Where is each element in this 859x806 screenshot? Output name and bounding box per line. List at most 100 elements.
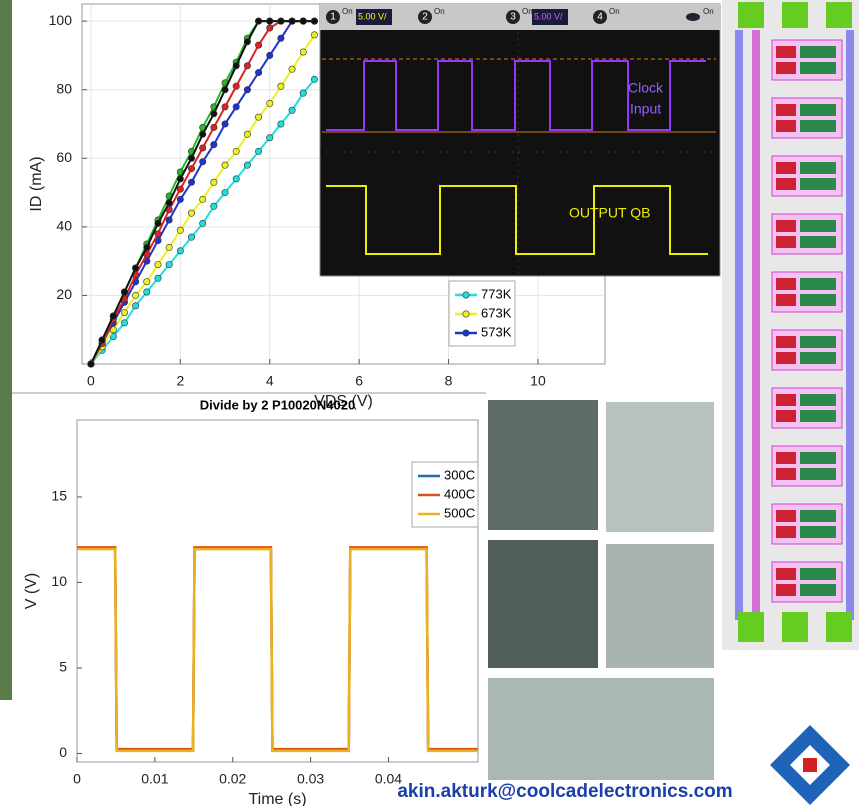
data-point xyxy=(211,179,217,185)
cell-green xyxy=(800,410,836,422)
cell-green xyxy=(800,352,836,364)
data-point xyxy=(177,227,183,233)
y-tick-label: 5 xyxy=(59,659,67,675)
cell-green xyxy=(800,568,836,580)
data-point xyxy=(267,135,273,141)
legend-marker xyxy=(463,311,469,317)
x-tick-label: 2 xyxy=(176,373,184,389)
legend-label: 400C xyxy=(444,486,475,501)
cell-red xyxy=(776,178,796,190)
data-point xyxy=(188,165,194,171)
data-point xyxy=(267,100,273,106)
cell-green xyxy=(800,584,836,596)
cell-red xyxy=(776,568,796,580)
cell-green xyxy=(800,104,836,116)
y-tick-label: 100 xyxy=(49,12,73,28)
data-point xyxy=(211,124,217,130)
cell-green xyxy=(800,336,836,348)
data-point xyxy=(311,18,317,24)
data-point xyxy=(110,313,116,319)
data-point xyxy=(166,217,172,223)
page: {"chart_data": [ {"type": "line", "xlabe… xyxy=(0,0,859,806)
scope-label: Clock xyxy=(628,80,664,96)
cell-green xyxy=(800,278,836,290)
data-point xyxy=(233,104,239,110)
data-point xyxy=(199,131,205,137)
email[interactable]: akin.akturk@coolcadelectronics.com xyxy=(397,781,732,802)
cell-red xyxy=(776,162,796,174)
data-point xyxy=(155,261,161,267)
data-point xyxy=(121,320,127,326)
legend-label: 500C xyxy=(444,505,475,520)
data-point xyxy=(132,303,138,309)
x-tick-label: 8 xyxy=(445,373,453,389)
legend-label: 573K xyxy=(481,324,512,339)
data-point xyxy=(166,261,172,267)
channel-number: 1 xyxy=(330,12,336,23)
y-tick-label: 10 xyxy=(51,573,67,589)
data-point xyxy=(144,244,150,250)
pad xyxy=(738,612,764,642)
data-point xyxy=(222,189,228,195)
x-tick-label: 0.01 xyxy=(141,771,168,787)
cell-red xyxy=(776,336,796,348)
pad xyxy=(738,2,764,28)
data-point xyxy=(289,66,295,72)
data-point xyxy=(177,248,183,254)
cell-red xyxy=(776,526,796,538)
cell-red xyxy=(776,46,796,58)
scale-label: 5.00 V/ xyxy=(534,11,563,21)
data-point xyxy=(278,121,284,127)
x-axis-label: Time (s) xyxy=(248,791,306,806)
data-point xyxy=(244,162,250,168)
wire xyxy=(846,30,854,620)
x-tick-label: 6 xyxy=(355,373,363,389)
data-point xyxy=(233,176,239,182)
cell-red xyxy=(776,120,796,132)
cell-red xyxy=(776,62,796,74)
y-tick-label: 80 xyxy=(56,80,72,96)
data-point xyxy=(166,200,172,206)
oscilloscope: 1 2 3 4 On On On On On 5.00 V/ 5.00 V/ C… xyxy=(320,4,720,276)
cell-red xyxy=(776,452,796,464)
data-point xyxy=(132,265,138,271)
data-point xyxy=(255,42,261,48)
cell-red xyxy=(776,278,796,290)
data-point xyxy=(211,111,217,117)
cell-red xyxy=(776,410,796,422)
data-point xyxy=(311,76,317,82)
micrographs xyxy=(488,400,714,780)
data-point xyxy=(177,186,183,192)
wire xyxy=(752,30,760,620)
scope-frame xyxy=(320,4,720,276)
data-point xyxy=(199,196,205,202)
cell-green xyxy=(800,46,836,58)
data-point xyxy=(188,179,194,185)
y-tick-label: 15 xyxy=(51,488,67,504)
data-point xyxy=(244,131,250,137)
data-point xyxy=(155,231,161,237)
logo xyxy=(770,725,850,805)
data-point xyxy=(188,210,194,216)
legend-marker xyxy=(463,330,469,336)
cell-red xyxy=(776,468,796,480)
data-point xyxy=(278,35,284,41)
data-point xyxy=(278,83,284,89)
data-point xyxy=(233,83,239,89)
data-point xyxy=(155,275,161,281)
cell-red xyxy=(776,236,796,248)
data-point xyxy=(222,162,228,168)
data-point xyxy=(267,18,273,24)
legend-label: 300C xyxy=(444,467,475,482)
data-point xyxy=(211,203,217,209)
data-point xyxy=(166,244,172,250)
data-point xyxy=(255,114,261,120)
cell-red xyxy=(776,510,796,522)
channel-number: 2 xyxy=(422,12,428,23)
data-point xyxy=(244,39,250,45)
cell-green xyxy=(800,510,836,522)
data-point xyxy=(199,220,205,226)
data-point xyxy=(144,289,150,295)
x-tick-label: 0.02 xyxy=(219,771,246,787)
x-tick-label: 0 xyxy=(87,373,95,389)
